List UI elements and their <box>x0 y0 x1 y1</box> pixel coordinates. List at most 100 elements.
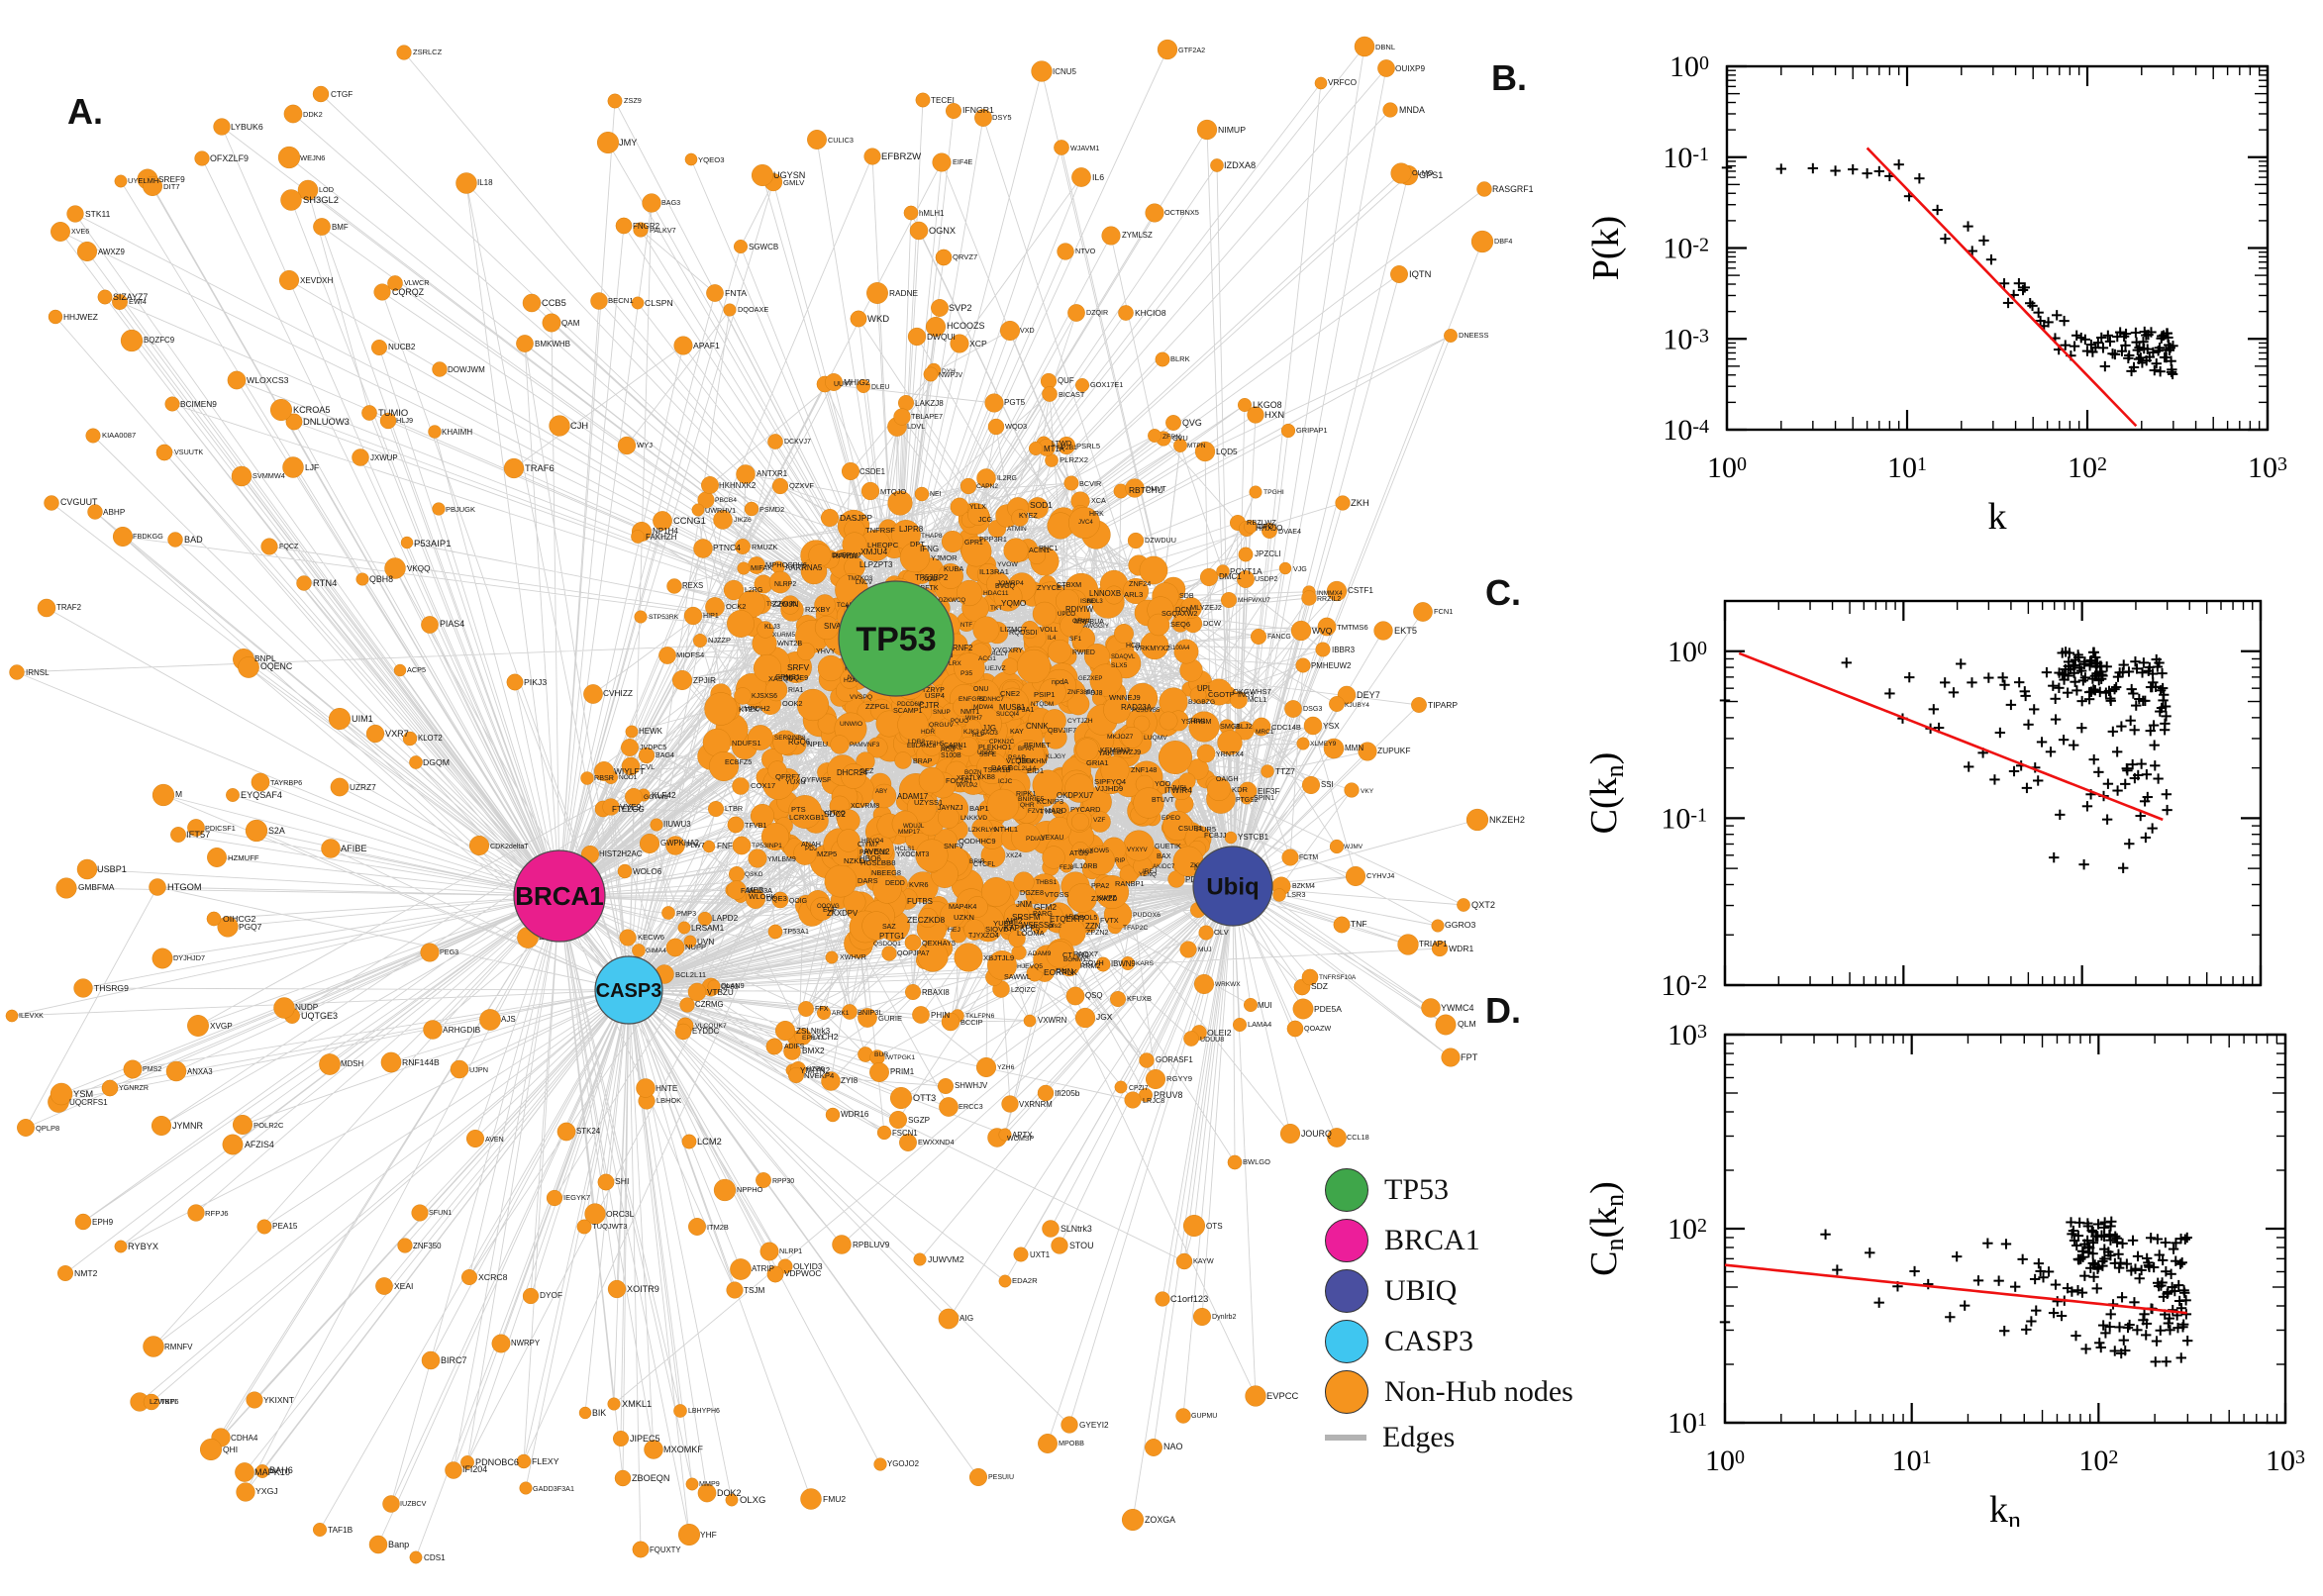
svg-text:RNF2: RNF2 <box>953 644 972 652</box>
svg-text:KLJ3: KLJ3 <box>764 624 780 631</box>
svg-text:BQZFC9: BQZFC9 <box>144 336 175 345</box>
svg-text:YENQ: YENQ <box>1139 871 1157 878</box>
svg-text:PUR5: PUR5 <box>1196 825 1216 834</box>
svg-text:OAIGH: OAIGH <box>1216 776 1239 783</box>
svg-text:ZPZN2: ZPZN2 <box>1086 929 1109 937</box>
svg-text:CNNK: CNNK <box>1026 722 1049 731</box>
svg-text:L2RG: L2RG <box>745 587 762 594</box>
svg-text:KJK3: KJK3 <box>963 729 979 736</box>
svg-text:MMN: MMN <box>1345 744 1364 752</box>
svg-text:HRK: HRK <box>1089 511 1104 518</box>
svg-text:WEJN6: WEJN6 <box>300 153 325 162</box>
svg-text:OCK2: OCK2 <box>726 602 746 611</box>
svg-text:MTPN: MTPN <box>1187 443 1206 449</box>
svg-text:QUF: QUF <box>1058 376 1074 385</box>
svg-text:OQENC: OQENC <box>260 661 293 671</box>
svg-text:LYBUK6: LYBUK6 <box>231 122 263 132</box>
svg-text:PPP3R1: PPP3R1 <box>979 535 1007 544</box>
svg-text:XOU: XOU <box>922 575 937 583</box>
svg-text:FFX: FFX <box>815 1004 829 1013</box>
svg-text:CDK2deltaT: CDK2deltaT <box>490 843 529 850</box>
svg-text:TSJM: TSJM <box>744 1286 765 1295</box>
svg-text:JGX: JGX <box>1096 1012 1113 1022</box>
svg-text:THSRG9: THSRG9 <box>94 983 129 993</box>
svg-text:SSFE: SSFE <box>979 751 997 758</box>
svg-text:CVGUUT: CVGUUT <box>60 497 98 507</box>
svg-text:YOTXQ: YOTXQ <box>823 810 846 817</box>
svg-text:GUPMU: GUPMU <box>1191 1412 1217 1420</box>
svg-text:MAP4K4: MAP4K4 <box>949 902 976 911</box>
svg-text:DMVT: DMVT <box>1146 484 1166 493</box>
svg-text:JUWVM2: JUWVM2 <box>928 1254 964 1264</box>
svg-text:ILEVXK: ILEVXK <box>19 1012 44 1020</box>
svg-text:KLJGY: KLJGY <box>1046 753 1066 760</box>
svg-text:APTX: APTX <box>1012 1131 1033 1140</box>
svg-text:WJAVM1: WJAVM1 <box>1070 144 1099 152</box>
svg-text:OCTBNX5: OCTBNX5 <box>1164 208 1199 217</box>
svg-text:MHFWXU7: MHFWXU7 <box>1238 597 1270 604</box>
svg-text:ATMIN: ATMIN <box>1007 526 1027 533</box>
svg-text:HEJ: HEJ <box>948 927 960 934</box>
svg-text:DMC1: DMC1 <box>1219 572 1242 581</box>
svg-text:ARHGDIB: ARHGDIB <box>443 1025 481 1035</box>
svg-text:TP53INP1: TP53INP1 <box>752 843 782 849</box>
svg-text:ZPJIR: ZPJIR <box>693 675 716 685</box>
svg-text:QXT2: QXT2 <box>1471 900 1495 910</box>
svg-text:RIP: RIP <box>1115 857 1125 864</box>
svg-text:NPPHO: NPPHO <box>737 1185 763 1194</box>
svg-text:FNGR2: FNGR2 <box>633 222 660 231</box>
svg-text:SLX5: SLX5 <box>1111 662 1128 669</box>
svg-text:DZWDUU: DZWDUU <box>1145 536 1176 545</box>
svg-text:IL6: IL6 <box>1092 172 1104 182</box>
svg-text:EPH9: EPH9 <box>92 1218 114 1227</box>
svg-text:GGTW6: GGTW6 <box>644 794 668 801</box>
svg-text:IL10RB: IL10RB <box>1073 861 1097 870</box>
svg-text:VXD: VXD <box>1020 327 1035 335</box>
svg-text:UXT1: UXT1 <box>1030 1250 1050 1259</box>
svg-text:VLWCR: VLWCR <box>404 278 429 287</box>
svg-text:UNWIO: UNWIO <box>840 721 862 728</box>
svg-text:HCOOZS: HCOOZS <box>947 321 985 331</box>
svg-text:WDUJL: WDUJL <box>903 823 925 830</box>
svg-text:TRAF2: TRAF2 <box>56 603 81 612</box>
svg-text:BCCIP: BCCIP <box>960 1018 983 1027</box>
svg-text:BICAST: BICAST <box>1059 390 1085 399</box>
svg-text:IRNSL: IRNSL <box>26 668 50 677</box>
svg-text:QODHHC9: QODHHC9 <box>959 837 996 846</box>
svg-text:STOU: STOU <box>1069 1241 1094 1250</box>
svg-text:KHAIMH: KHAIMH <box>442 428 472 437</box>
svg-text:HJEVQ5: HJEVQ5 <box>1017 963 1043 970</box>
svg-text:WLOXCS3: WLOXCS3 <box>247 375 289 385</box>
svg-text:BWLGO: BWLGO <box>1243 1157 1270 1166</box>
svg-text:UJPN: UJPN <box>469 1065 488 1074</box>
svg-text:EDA2R: EDA2R <box>1012 1276 1038 1285</box>
svg-text:BRCA1: BRCA1 <box>515 881 604 911</box>
svg-text:QOPJPA7: QOPJPA7 <box>897 948 930 957</box>
svg-text:KFUXB: KFUXB <box>1127 994 1152 1003</box>
svg-text:KTEK: KTEK <box>739 705 759 714</box>
svg-text:Dynlrb2: Dynlrb2 <box>1212 1313 1236 1321</box>
svg-text:S100B: S100B <box>941 752 961 759</box>
svg-text:DCW: DCW <box>1203 619 1222 628</box>
svg-text:LAKZJ8: LAKZJ8 <box>915 399 944 408</box>
svg-text:SHWHJV: SHWHJV <box>955 1081 988 1090</box>
svg-text:KIAA0087: KIAA0087 <box>102 431 136 440</box>
svg-text:PAMVNF3: PAMVNF3 <box>850 742 880 748</box>
svg-text:KAY: KAY <box>1010 727 1024 736</box>
svg-text:VXWRN: VXWRN <box>1038 1016 1067 1025</box>
svg-text:ADAM9: ADAM9 <box>1028 950 1052 957</box>
svg-text:PBJUGK: PBJUGK <box>446 505 475 514</box>
svg-text:SAWWL: SAWWL <box>1004 972 1031 981</box>
svg-text:MMP17: MMP17 <box>898 829 920 836</box>
svg-text:VKQQ: VKQQ <box>407 564 430 573</box>
svg-text:ZBOEQN: ZBOEQN <box>632 1473 669 1483</box>
svg-text:SLNtrk3: SLNtrk3 <box>1060 1224 1092 1234</box>
svg-text:GGRO3: GGRO3 <box>1445 920 1476 930</box>
svg-text:IBWN9: IBWN9 <box>1111 959 1136 968</box>
svg-text:QBVJIF7: QBVJIF7 <box>1048 726 1076 735</box>
svg-text:ZNF24: ZNF24 <box>1129 579 1151 588</box>
svg-text:FOL2A1: FOL2A1 <box>946 776 972 785</box>
svg-text:IBBR3: IBBR3 <box>1332 646 1356 654</box>
svg-text:LRSAM1: LRSAM1 <box>691 923 725 933</box>
svg-text:TP53: TP53 <box>856 621 936 658</box>
